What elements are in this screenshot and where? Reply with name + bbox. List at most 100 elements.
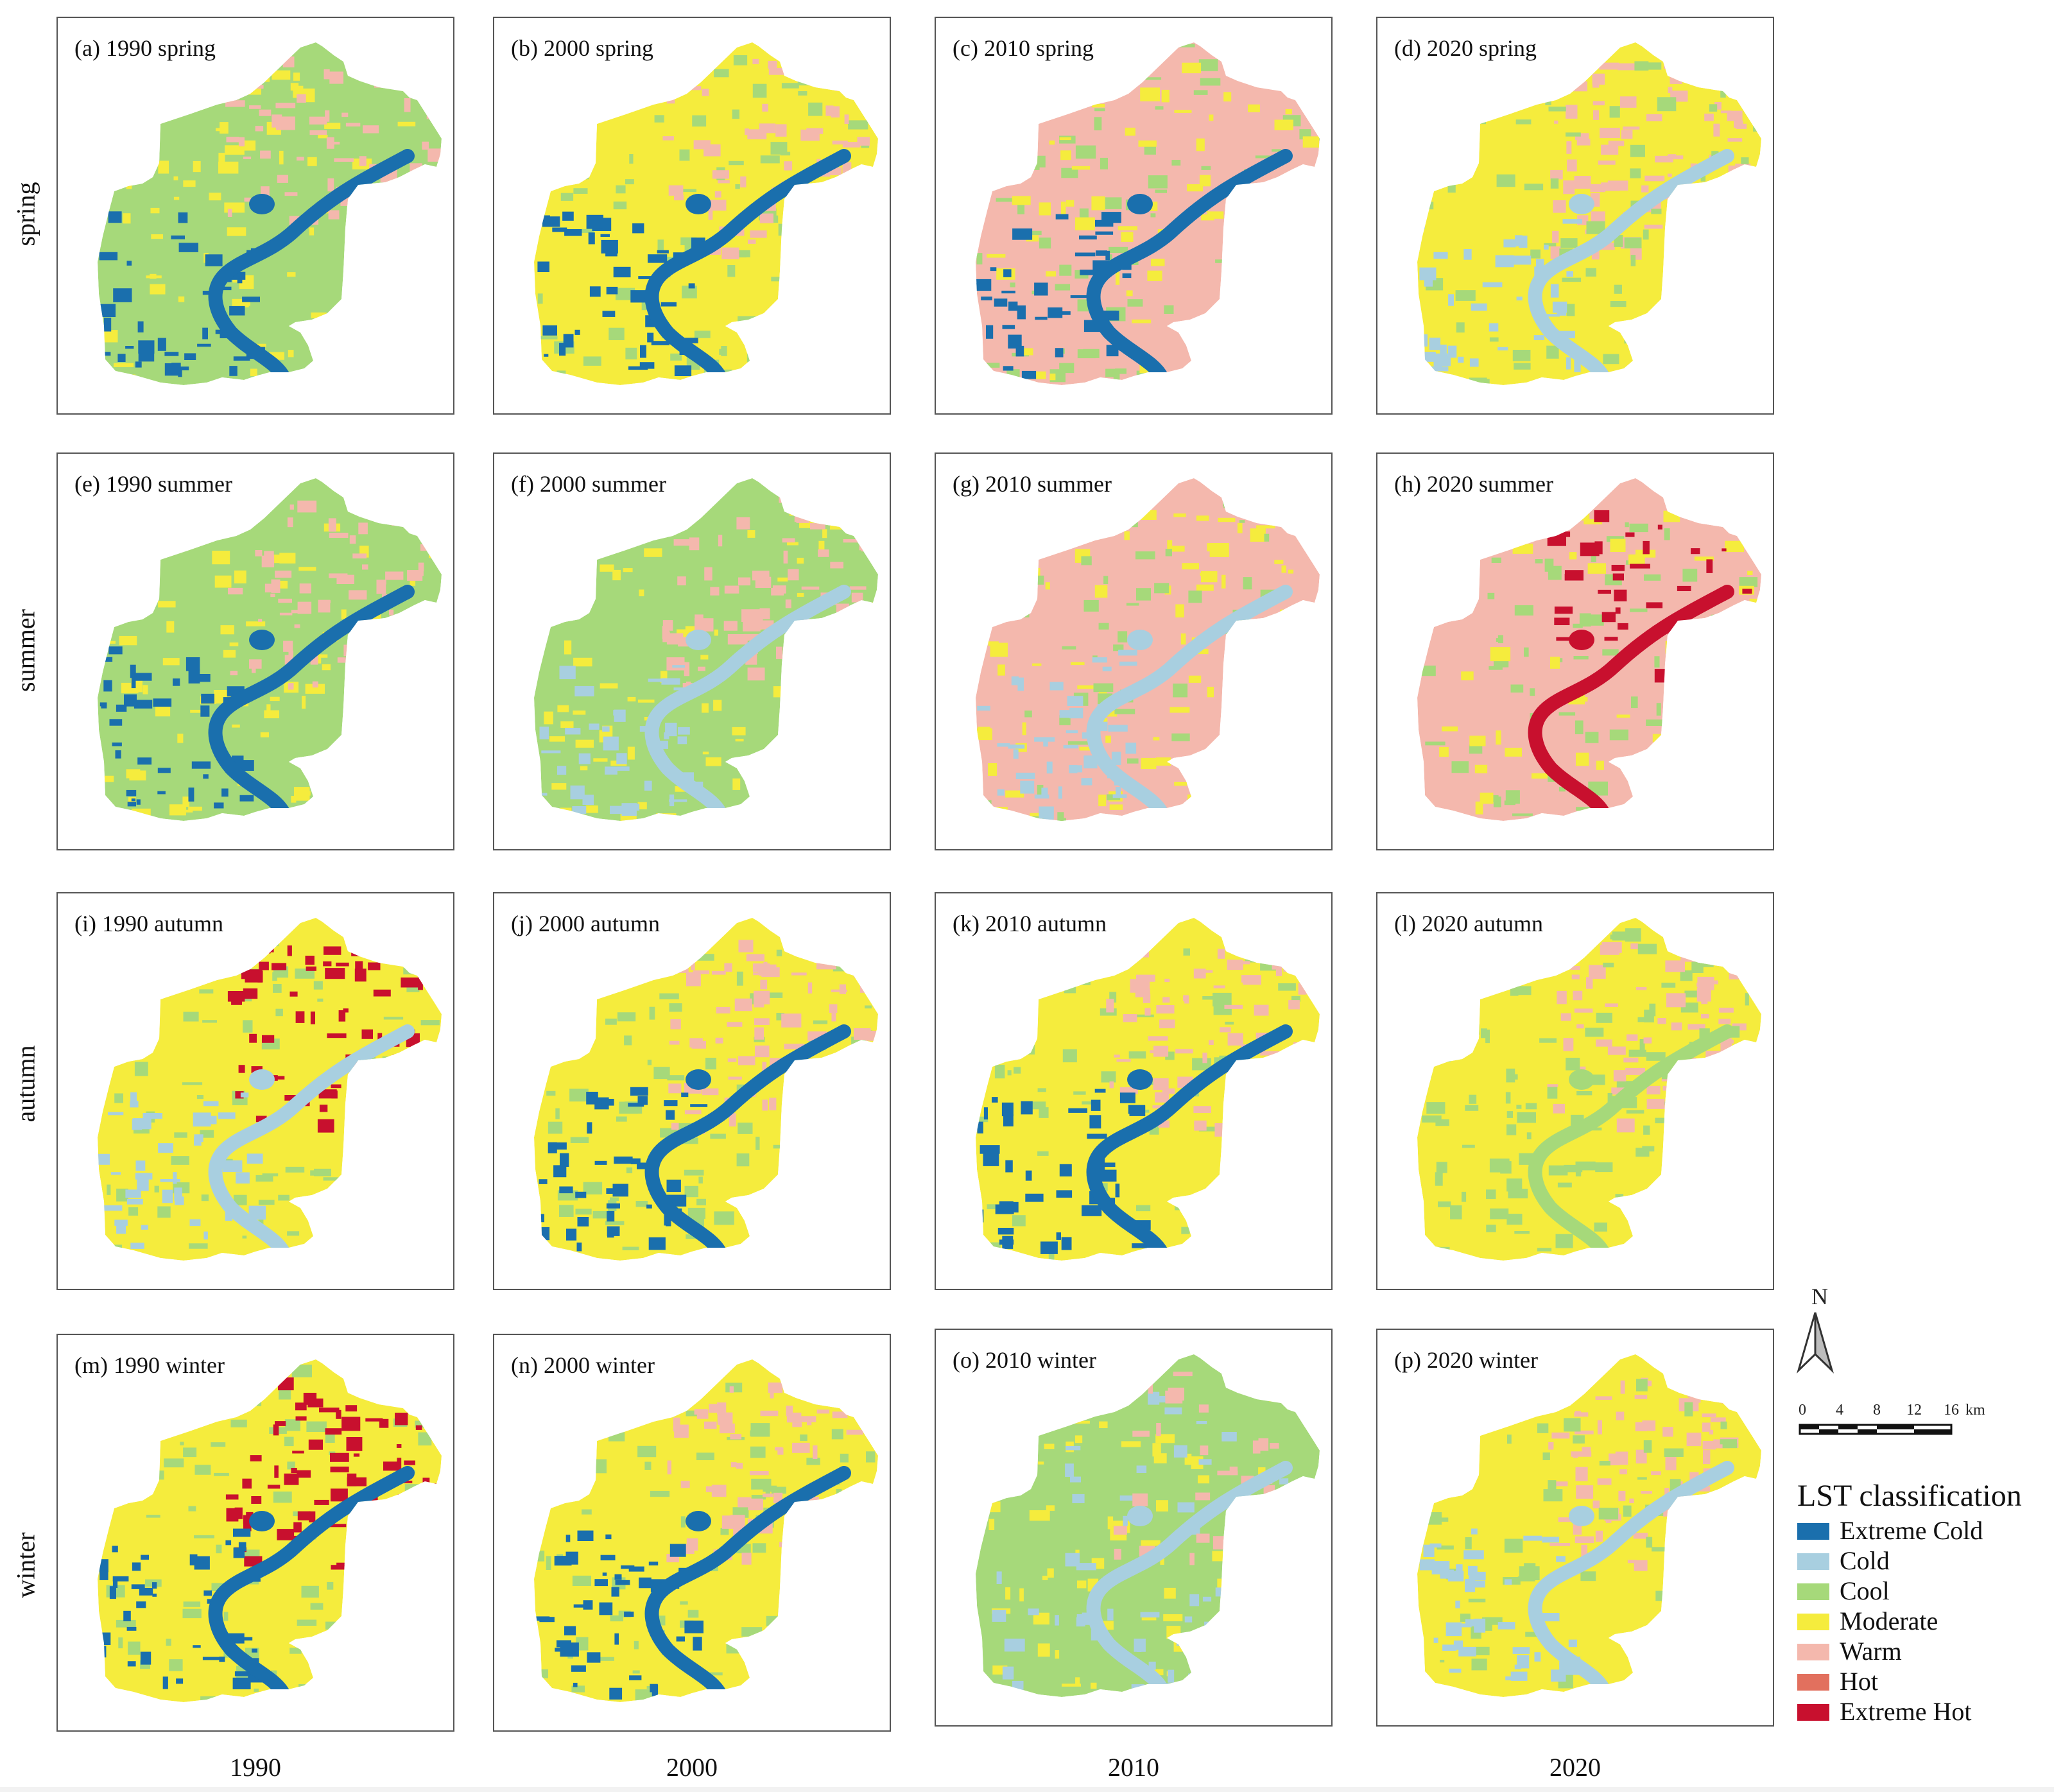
- lake: [686, 630, 711, 650]
- base-class-fill: [1417, 478, 1761, 821]
- lst-patch: [178, 296, 185, 302]
- lst-patch: [541, 98, 560, 112]
- lst-patch: [1109, 992, 1117, 1003]
- lst-patch: [307, 157, 317, 166]
- legend-label: Cool: [1840, 1576, 1890, 1605]
- lst-map: [1417, 1354, 1761, 1697]
- lst-patch: [1537, 1248, 1552, 1252]
- lst-patch: [1762, 94, 1774, 97]
- lst-patch: [114, 363, 134, 367]
- lst-patch: [1704, 114, 1714, 121]
- lst-patch: [694, 331, 711, 338]
- lst-patch: [392, 1055, 413, 1058]
- lst-patch: [401, 978, 419, 988]
- lst-patch: [664, 90, 675, 99]
- panel-title: (j) 2000 autumn: [511, 911, 660, 936]
- lst-patch: [607, 1234, 614, 1238]
- lst-patch: [1288, 1000, 1300, 1010]
- lst-patch: [1284, 1175, 1295, 1178]
- lst-patch: [298, 1684, 311, 1689]
- lst-patch: [1275, 966, 1282, 976]
- lst-patch: [324, 946, 341, 955]
- lst-patch: [1104, 197, 1122, 209]
- lst-patch: [365, 1097, 383, 1104]
- lst-patch: [670, 934, 691, 945]
- lst-patch: [1281, 1497, 1291, 1511]
- legend-swatch: [1797, 1614, 1829, 1630]
- lst-patch: [1083, 349, 1100, 358]
- lst-patch: [1582, 1447, 1591, 1452]
- lst-patch: [227, 227, 246, 236]
- lst-patch: [748, 239, 756, 244]
- lst-patch: [990, 267, 997, 271]
- lst-patch: [1675, 190, 1686, 194]
- lst-patch: [203, 1231, 208, 1240]
- lst-patch: [752, 764, 759, 779]
- lst-patch: [582, 795, 594, 806]
- lst-patch: [1114, 1549, 1121, 1560]
- lst-patch: [1703, 1450, 1711, 1465]
- lst-patch: [1739, 730, 1745, 737]
- lst-patch: [1281, 565, 1286, 573]
- lst-patch: [259, 109, 272, 116]
- lst-patch: [1706, 1525, 1723, 1529]
- lst-patch: [1089, 1115, 1101, 1129]
- lst-patch: [1573, 623, 1583, 628]
- lst-patch: [415, 1555, 424, 1565]
- lst-patch: [639, 1577, 652, 1589]
- lst-patch: [816, 956, 836, 970]
- lst-patch: [252, 1648, 257, 1653]
- lst-patch: [1113, 373, 1120, 381]
- lst-patch: [670, 353, 682, 361]
- lst-patch: [1467, 118, 1486, 125]
- lst-patch: [1542, 1452, 1550, 1460]
- lst-patch: [980, 159, 994, 162]
- lst-patch: [1552, 230, 1559, 243]
- lst-map: [98, 478, 442, 821]
- lst-patch: [1637, 816, 1641, 821]
- lst-patch: [1175, 44, 1195, 47]
- panel-title: (a) 1990 spring: [74, 35, 216, 61]
- lst-patch: [748, 1498, 763, 1511]
- lst-patch: [1126, 290, 1133, 297]
- lst-patch: [983, 1107, 988, 1120]
- lst-patch: [768, 60, 777, 69]
- lst-patch: [1034, 737, 1055, 742]
- lst-patch: [1575, 56, 1591, 60]
- lst-patch: [608, 327, 625, 340]
- scale-bar-seg: [1877, 1425, 1914, 1429]
- lst-patch: [572, 1575, 591, 1586]
- lst-patch: [1312, 532, 1320, 538]
- lst-patch: [387, 512, 404, 519]
- lst-patch: [160, 1179, 180, 1182]
- lst-patch: [607, 1210, 615, 1222]
- lst-patch: [1629, 523, 1648, 533]
- lst-patch: [815, 752, 835, 755]
- lst-patch: [1142, 1363, 1158, 1366]
- lst-patch: [616, 753, 627, 764]
- lst-patch: [814, 1501, 829, 1508]
- base-class-fill: [98, 42, 442, 385]
- lst-patch: [1743, 1245, 1759, 1250]
- lst-patch: [762, 1062, 767, 1074]
- lst-patch: [242, 1236, 247, 1239]
- lst-patch: [1223, 503, 1240, 508]
- lst-patch: [230, 671, 238, 676]
- lst-patch: [800, 1434, 807, 1442]
- lst-patch: [858, 1404, 865, 1415]
- base-class-fill: [976, 478, 1320, 821]
- lst-patch: [1512, 255, 1532, 265]
- lst-patch: [1140, 510, 1157, 520]
- lst-patch: [318, 599, 331, 613]
- north-label: N: [1811, 1284, 1828, 1309]
- lst-patch: [383, 1017, 404, 1020]
- lst-patch: [1623, 1057, 1639, 1063]
- lst-patch: [1592, 1500, 1600, 1509]
- lst-patch: [1542, 381, 1552, 385]
- lst-patch: [623, 568, 633, 573]
- lst-patch: [1285, 782, 1300, 795]
- lst-patch: [1059, 710, 1079, 718]
- lst-patch: [1649, 1196, 1654, 1202]
- lst-patch: [1295, 350, 1300, 354]
- lst-patch: [1278, 983, 1296, 991]
